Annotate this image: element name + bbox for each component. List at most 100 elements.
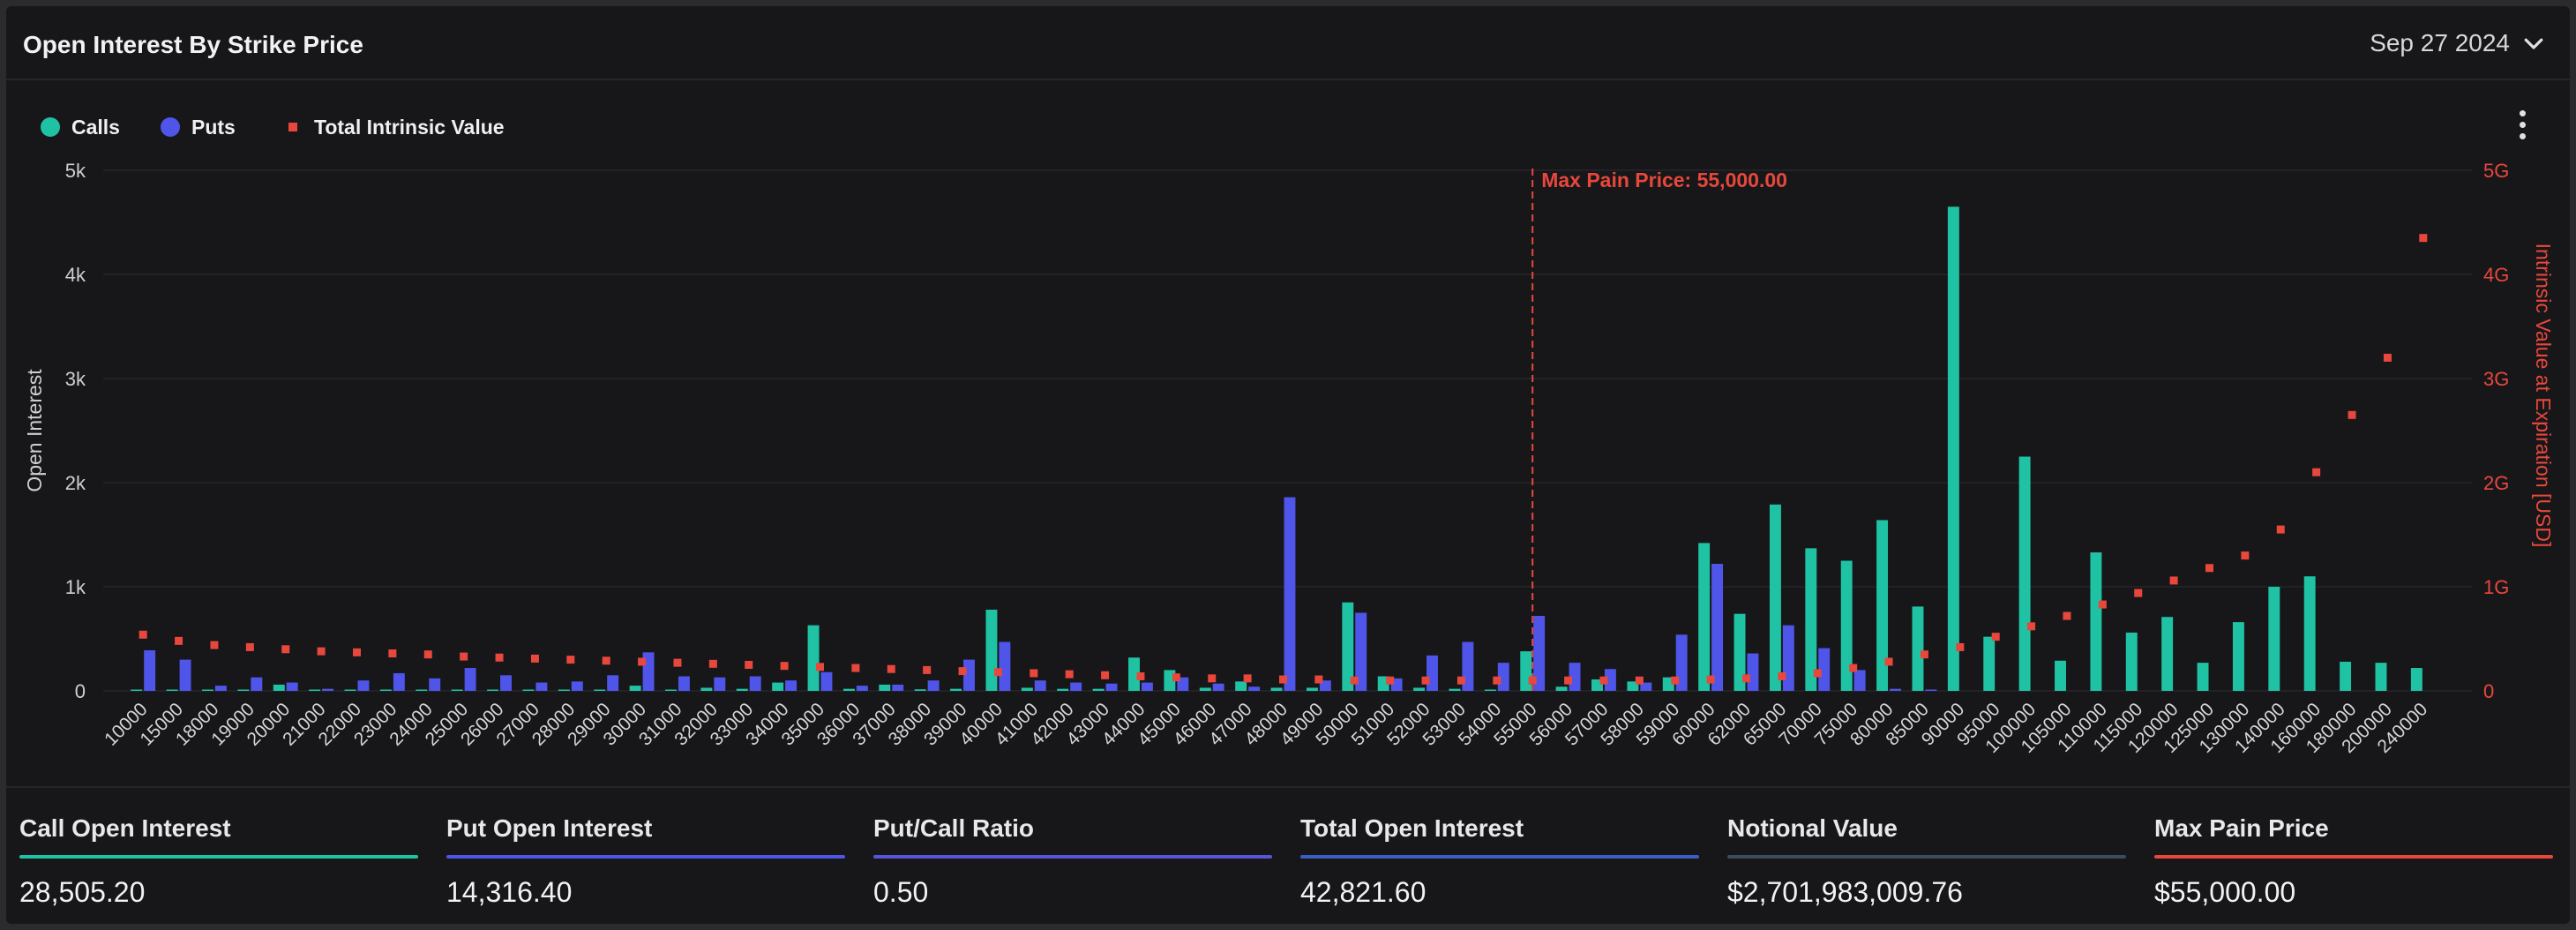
intrinsic-value-point <box>1956 642 1965 651</box>
stat-notional-value: Notional Value $2,701,983,009.76 <box>1727 814 2126 909</box>
y2-tick-label: 4G <box>2483 264 2509 286</box>
stats-footer: Call Open Interest 28,505.20 Put Open In… <box>6 786 2570 924</box>
y-tick-label: 0 <box>75 680 86 702</box>
open-interest-chart: 0 1k 2k 3k 4k 5k 0 1G 2G 3G 4G 5G Open Interest Intri… <box>23 116 2555 757</box>
intrinsic-value-point <box>602 656 610 665</box>
puts-bar <box>892 684 904 691</box>
calls-bar <box>2410 668 2422 691</box>
stat-put-call-ratio: Put/Call Ratio 0.50 <box>873 814 1272 909</box>
puts-bar <box>749 676 761 691</box>
puts-bar <box>214 686 227 691</box>
calls-bar <box>1128 657 1140 691</box>
calls-bar <box>166 689 178 691</box>
intrinsic-value-point <box>139 630 147 639</box>
stat-underline <box>446 855 845 859</box>
calls-bar <box>2161 617 2174 691</box>
intrinsic-value-point <box>1172 673 1180 682</box>
calls-bar <box>1555 686 1568 691</box>
calls-bar <box>379 689 392 691</box>
calls-bar <box>487 689 499 691</box>
intrinsic-value-point <box>1421 676 1430 685</box>
expiry-date-dropdown[interactable]: Sep 27 2024 <box>2370 29 2547 57</box>
intrinsic-value-point <box>2348 410 2356 419</box>
calls-bar <box>1983 636 1996 691</box>
calls-bar <box>1698 543 1711 691</box>
y-tick-label: 5k <box>65 160 86 182</box>
calls-bar <box>1199 687 1211 691</box>
calls-bar <box>1449 688 1461 691</box>
calls-bar <box>807 625 820 691</box>
intrinsic-value-point <box>460 652 468 661</box>
calls-bar <box>1840 560 1853 691</box>
intrinsic-value-point <box>745 661 753 669</box>
intrinsic-value-point <box>887 664 895 673</box>
puts-bar <box>429 678 441 691</box>
intrinsic-value-point <box>353 648 361 656</box>
calls-bar <box>2232 622 2244 691</box>
stat-label: Put/Call Ratio <box>873 814 1035 842</box>
puts-bar <box>1141 682 1153 691</box>
stat-label: Call Open Interest <box>19 814 231 842</box>
puts-bar <box>179 659 191 691</box>
intrinsic-value-point <box>2276 525 2285 534</box>
calls-bar <box>1627 681 1639 691</box>
stat-value: 42,821.60 <box>1300 876 1427 908</box>
calls-bar <box>2375 663 2387 691</box>
calls-bar <box>2340 661 2352 691</box>
stat-max-pain-price: Max Pain Price $55,000.00 <box>2154 814 2553 909</box>
stat-put-open-interest: Put Open Interest 14,316.40 <box>446 814 845 909</box>
intrinsic-value-point <box>993 668 1002 677</box>
stat-underline <box>873 855 1272 859</box>
calls-bar <box>309 689 321 691</box>
puts-bar <box>1248 686 1261 691</box>
puts-bar <box>1890 688 1901 691</box>
chevron-down-icon <box>2524 38 2543 49</box>
calls-bar <box>522 689 535 691</box>
calls-bar <box>1876 520 1889 691</box>
intrinsic-value-point <box>1528 676 1537 685</box>
panel-header: Open Interest By Strike Price Sep 27 202… <box>6 6 2570 80</box>
intrinsic-value-point <box>1350 676 1359 685</box>
intrinsic-value-point <box>245 642 254 651</box>
intrinsic-value-point <box>851 664 860 672</box>
chart-menu-icon[interactable] <box>2513 110 2531 146</box>
calls-bar <box>2090 552 2102 691</box>
intrinsic-value-point <box>1920 650 1928 659</box>
intrinsic-value-point <box>281 645 290 654</box>
puts-bar <box>286 682 298 691</box>
intrinsic-value-point <box>1706 675 1715 684</box>
stat-label: Max Pain Price <box>2154 814 2329 842</box>
expiry-date-value: Sep 27 2024 <box>2370 29 2510 56</box>
intrinsic-value-point <box>2312 468 2321 476</box>
intrinsic-value-point <box>388 649 397 658</box>
puts-bar <box>1212 683 1224 691</box>
intrinsic-value-point <box>1599 676 1608 685</box>
calls-bar <box>2197 663 2209 691</box>
calls-bar <box>842 688 855 691</box>
puts-bar <box>1925 689 1937 691</box>
calls-bar <box>2055 660 2066 691</box>
puts-bar <box>1640 682 1652 691</box>
y2-tick-label: 3G <box>2483 368 2509 390</box>
intrinsic-value-point <box>958 667 967 676</box>
intrinsic-value-point <box>1742 674 1750 683</box>
legend-label: Puts <box>191 116 236 139</box>
calls-bar <box>416 689 428 691</box>
puts-bar <box>1747 653 1759 691</box>
calls-bar <box>1413 687 1426 691</box>
stat-value: 0.50 <box>873 876 929 908</box>
intrinsic-value-point <box>1813 669 1822 678</box>
legend-label: Calls <box>71 116 120 139</box>
intrinsic-value-point <box>2205 564 2213 573</box>
intrinsic-value-point <box>423 650 432 659</box>
intrinsic-value-point <box>673 658 682 667</box>
puts-bar <box>714 677 726 691</box>
puts-bar <box>357 680 370 691</box>
intrinsic-value-point <box>1386 676 1395 685</box>
y-tick-label: 3k <box>65 368 86 390</box>
puts-bar <box>535 682 548 691</box>
intrinsic-value-point <box>1564 676 1573 685</box>
calls-bar <box>1769 504 1781 691</box>
calls-bar <box>202 689 213 691</box>
puts-bar <box>1711 564 1724 691</box>
